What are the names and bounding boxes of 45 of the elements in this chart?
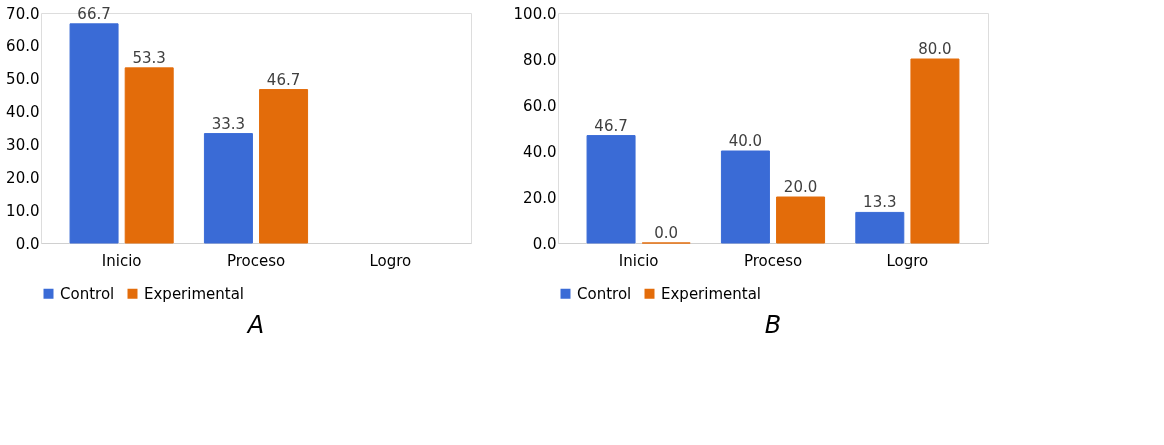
data-label: 66.7 — [77, 4, 111, 23]
x-tick-label: Proceso — [743, 251, 803, 270]
bar — [259, 89, 309, 244]
data-label: 46.7 — [266, 70, 301, 89]
y-tick-label: 50.0 — [6, 70, 40, 89]
legend-label: Control — [60, 284, 115, 303]
bar — [720, 150, 770, 244]
y-tick-label: 20.0 — [523, 188, 557, 207]
text: A — [245, 311, 265, 339]
x-tick-label: Proceso — [226, 251, 286, 270]
bar — [69, 23, 119, 244]
y-tick-label: 20.0 — [6, 168, 40, 187]
legend-label: Experimental — [144, 284, 245, 303]
data-label: 13.3 — [863, 193, 897, 212]
x-tick-label: Logro — [369, 251, 412, 270]
legend-label: Control — [577, 284, 632, 303]
y-tick-label: 10.0 — [6, 201, 40, 220]
data-label: 33.3 — [211, 114, 246, 133]
y-tick-label: 60.0 — [6, 37, 40, 56]
bar — [855, 211, 905, 244]
bar — [586, 135, 636, 244]
x-tick-label: Inicio — [618, 251, 659, 270]
y-tick-label: 40.0 — [6, 103, 40, 122]
bar — [124, 67, 174, 244]
y-tick-label: 60.0 — [523, 96, 557, 115]
data-label: 40.0 — [728, 132, 763, 150]
y-tick-label: 40.0 — [523, 142, 557, 161]
bar — [910, 58, 960, 244]
y-tick-label: 100.0 — [513, 4, 557, 23]
data-label: 0.0 — [654, 224, 679, 242]
bar — [776, 196, 826, 244]
x-tick-label: Logro — [886, 251, 929, 270]
bar — [203, 133, 253, 244]
y-tick-label: 0.0 — [15, 234, 40, 253]
y-tick-label: 70.0 — [6, 4, 40, 23]
data-label: 20.0 — [783, 178, 818, 196]
x-tick-label: Inicio — [101, 251, 142, 270]
text: B — [764, 311, 782, 339]
y-tick-label: 0.0 — [532, 234, 557, 253]
y-tick-label: 80.0 — [523, 50, 557, 69]
legend-label: Experimental — [661, 284, 762, 303]
data-label: 53.3 — [132, 48, 166, 67]
data-label: 80.0 — [918, 40, 952, 58]
data-label: 46.7 — [594, 116, 628, 135]
y-tick-label: 30.0 — [6, 135, 40, 154]
